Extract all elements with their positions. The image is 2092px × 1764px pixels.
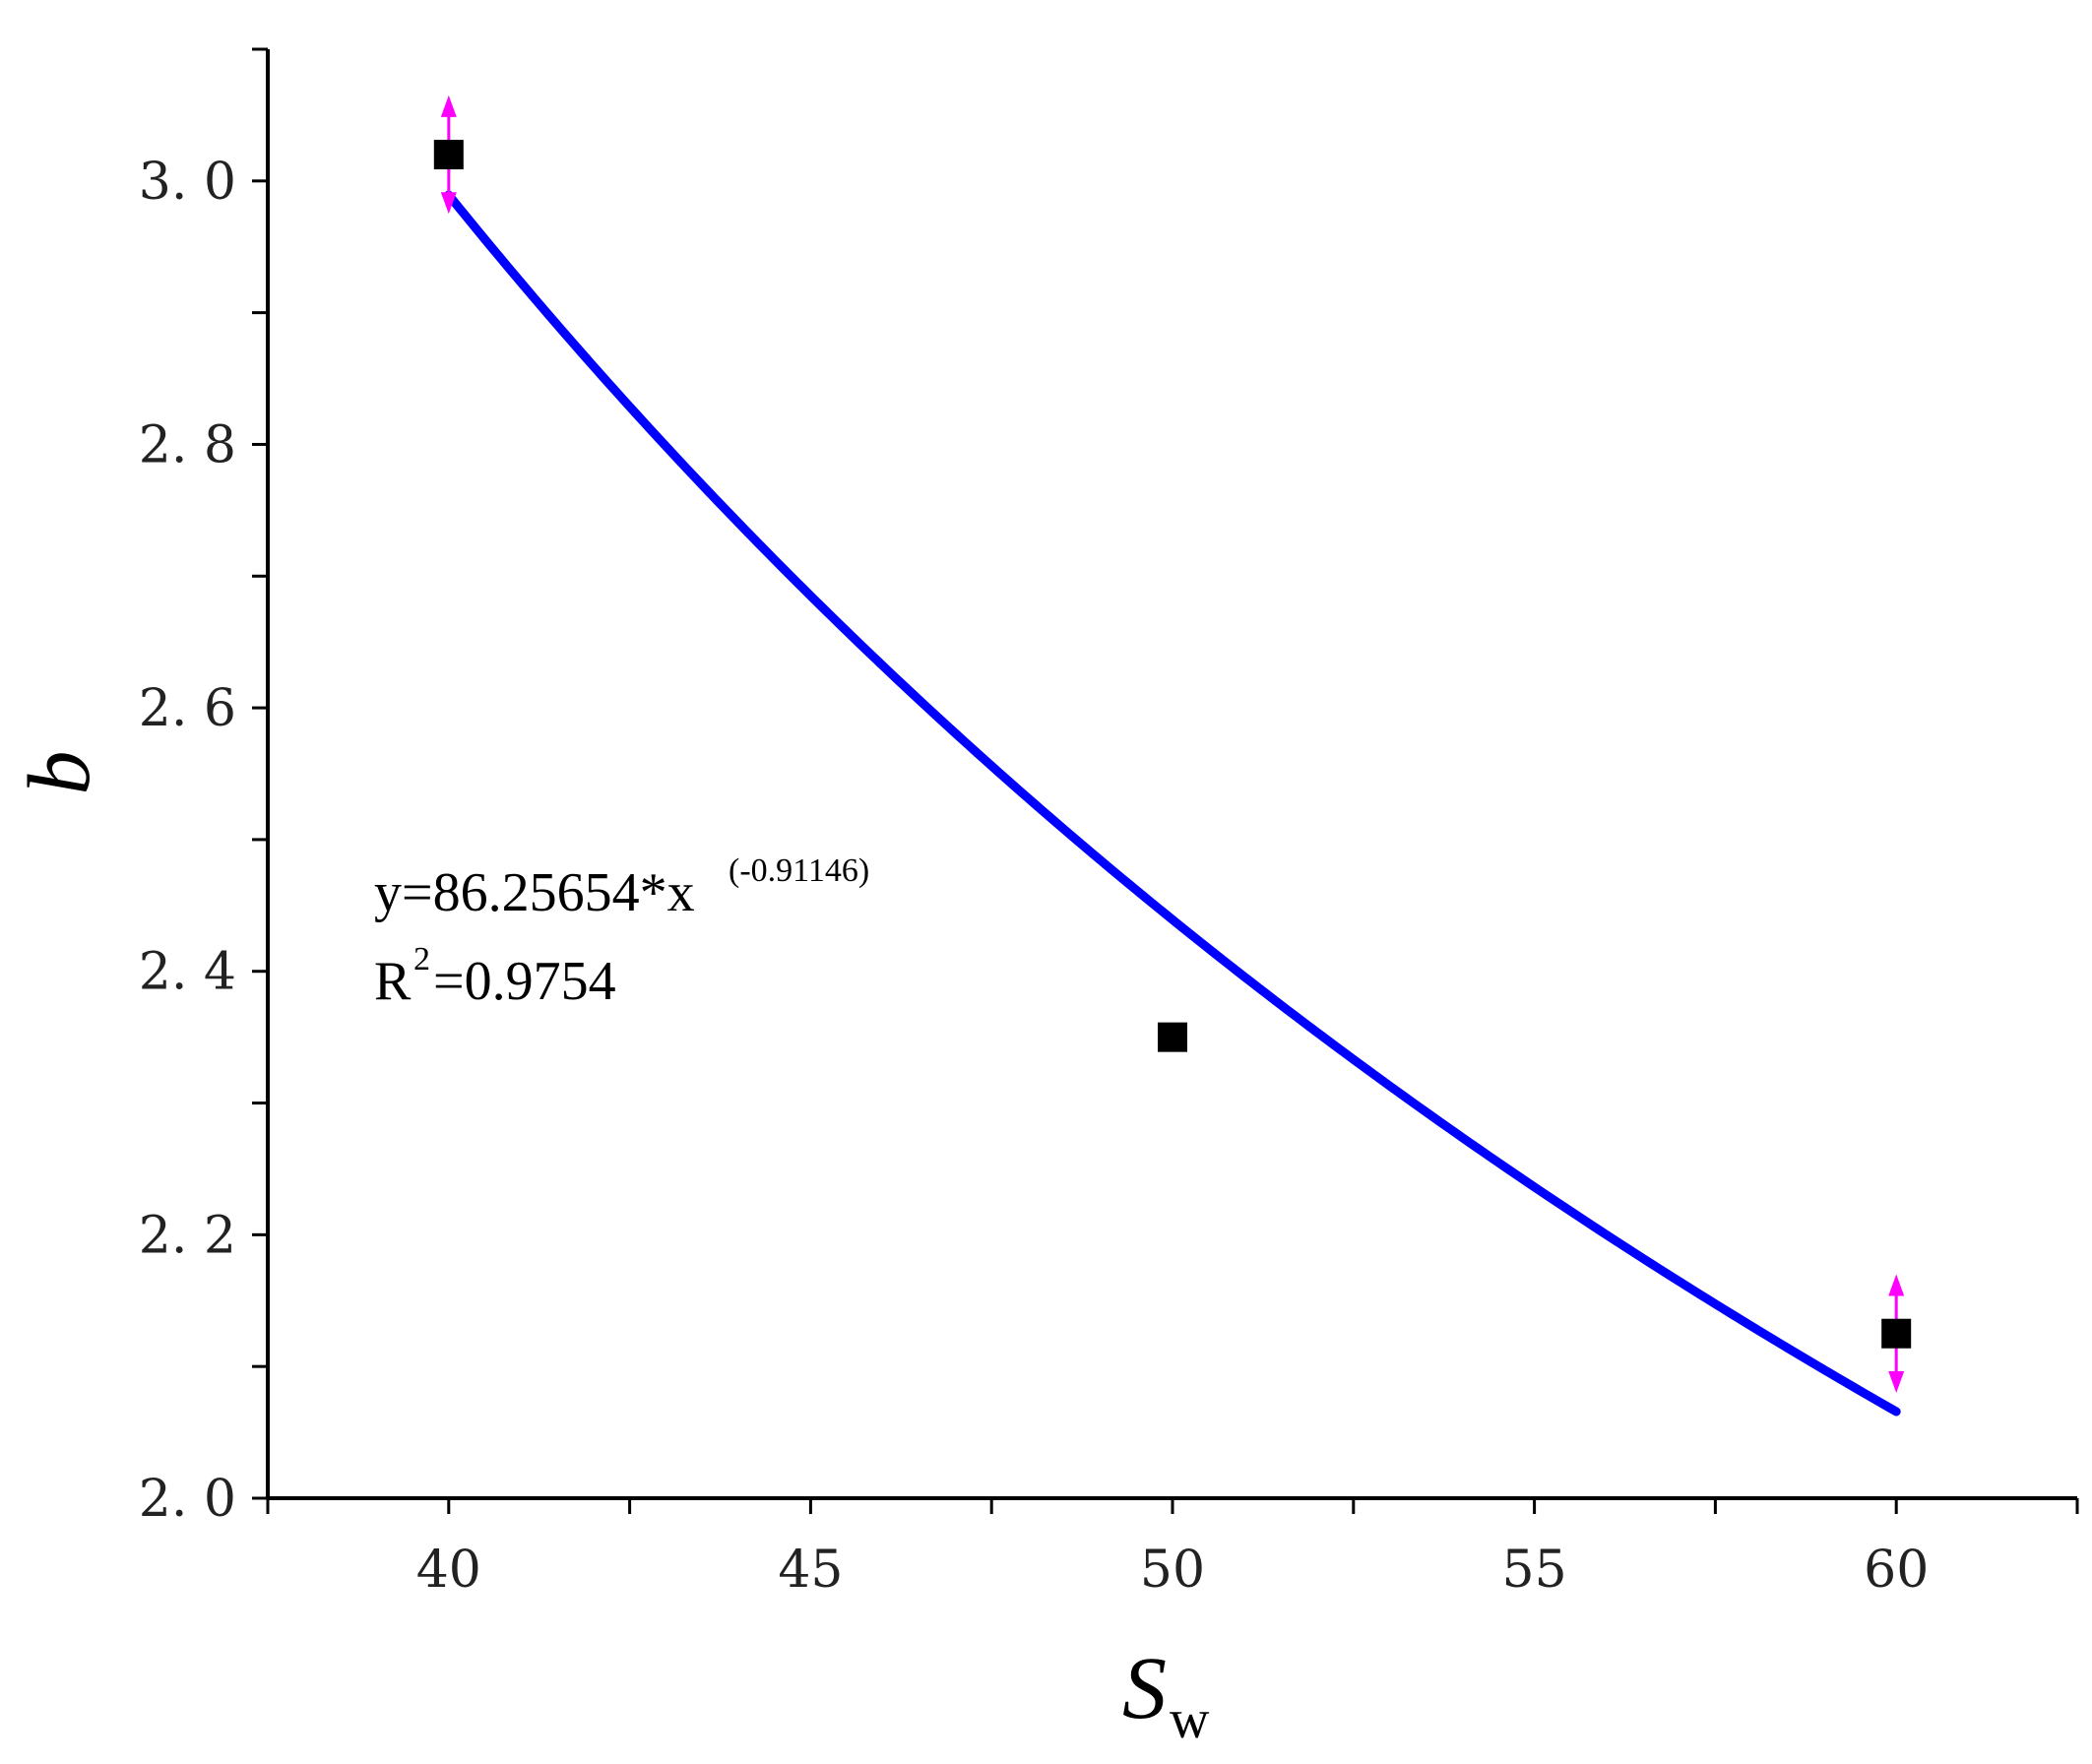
data-point (1881, 1318, 1912, 1349)
y-axis-ticks: 2. 0 2. 2 2. 4 2. 6 2. 8 3. 0 (139, 47, 268, 1529)
r2-label: R (374, 951, 412, 1012)
svg-text:w: w (1170, 1689, 1210, 1750)
y-tick-label: 2. 0 (139, 1470, 236, 1529)
x-axis-ticks: 40 45 50 55 60 (266, 1498, 2079, 1600)
error-bar-cap-top (440, 94, 457, 117)
data-points (433, 140, 1912, 1349)
y-tick-label: 2. 4 (139, 943, 236, 1002)
y-tick-label: 2. 6 (139, 679, 236, 738)
x-tick-label: 40 (416, 1541, 481, 1600)
fit-curve-group (444, 190, 1901, 1417)
x-tick-label: 60 (1864, 1541, 1929, 1600)
fit-equation: y=86.25654*x (374, 862, 695, 923)
error-bar-cap-bottom (440, 192, 457, 215)
y-tick-label: 2. 2 (139, 1206, 236, 1265)
y-tick-label: 2. 8 (139, 415, 236, 474)
y-tick-label: 3. 0 (139, 153, 236, 212)
x-axis-title: S w (1122, 1640, 1210, 1750)
error-bar-cap-top (1888, 1274, 1905, 1296)
x-tick-label: 45 (778, 1541, 843, 1600)
data-point (433, 140, 464, 170)
svg-text:S: S (1122, 1640, 1167, 1737)
axes (266, 49, 2077, 1500)
fit-equation-exponent: (-0.91146) (729, 852, 869, 889)
x-tick-label: 55 (1502, 1541, 1567, 1600)
fit-annotation: y=86.25654*x (-0.91146) R 2 =0.9754 (374, 852, 869, 1012)
x-tick-label: 50 (1140, 1541, 1205, 1600)
y-axis-title: b (11, 751, 108, 795)
data-point (1158, 1022, 1187, 1052)
r2-value: =0.9754 (433, 951, 616, 1012)
error-bars (440, 94, 1905, 1393)
r2-superscript: 2 (413, 941, 430, 977)
fit-curve (444, 190, 1901, 1417)
error-bar-cap-bottom (1888, 1370, 1905, 1393)
